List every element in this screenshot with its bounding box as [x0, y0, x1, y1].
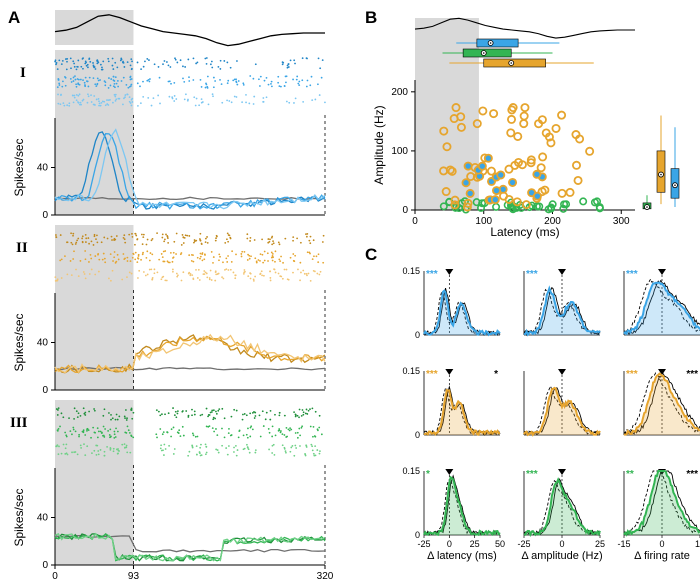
- svg-text:***: ***: [426, 269, 438, 280]
- svg-text:0: 0: [412, 216, 418, 227]
- svg-text:40: 40: [37, 338, 49, 349]
- svg-text:0: 0: [659, 539, 664, 549]
- svg-text:0: 0: [52, 571, 58, 581]
- svg-text:Spikes/sec: Spikes/sec: [12, 138, 26, 196]
- svg-text:Δ firing rate: Δ firing rate: [634, 550, 690, 562]
- svg-text:Δ latency (ms): Δ latency (ms): [427, 550, 497, 562]
- svg-text:Spikes/sec: Spikes/sec: [12, 313, 26, 371]
- svg-text:320: 320: [317, 571, 334, 581]
- svg-text:15: 15: [695, 539, 700, 549]
- svg-text:40: 40: [37, 163, 49, 174]
- svg-text:50: 50: [495, 539, 505, 549]
- svg-text:93: 93: [128, 571, 140, 581]
- svg-text:0: 0: [42, 385, 48, 396]
- svg-text:200: 200: [391, 87, 408, 98]
- svg-text:0.15: 0.15: [402, 466, 420, 476]
- svg-text:***: ***: [526, 269, 538, 280]
- figure-svg: 0 40 Spikes/sec 0 40 Spikes/sec 0 40 Spikes/sec 0…: [0, 0, 700, 581]
- svg-text:***: ***: [426, 369, 438, 380]
- svg-text:-25: -25: [417, 539, 430, 549]
- svg-text:Amplitude (Hz): Amplitude (Hz): [372, 105, 386, 184]
- svg-text:***: ***: [686, 369, 698, 380]
- svg-text:Δ amplitude (Hz): Δ amplitude (Hz): [521, 550, 602, 562]
- svg-text:*: *: [494, 369, 498, 380]
- svg-text:0: 0: [402, 205, 408, 216]
- svg-text:***: ***: [686, 469, 698, 480]
- svg-text:25: 25: [595, 539, 605, 549]
- svg-text:0: 0: [42, 210, 48, 221]
- svg-text:0: 0: [415, 330, 420, 340]
- svg-text:*: *: [426, 469, 430, 480]
- svg-text:**: **: [626, 469, 634, 480]
- svg-text:0.15: 0.15: [402, 266, 420, 276]
- svg-text:0.15: 0.15: [402, 366, 420, 376]
- svg-text:40: 40: [37, 513, 49, 524]
- svg-text:Latency (ms): Latency (ms): [490, 225, 559, 239]
- svg-text:-15: -15: [617, 539, 630, 549]
- svg-text:300: 300: [613, 216, 630, 227]
- svg-text:-25: -25: [517, 539, 530, 549]
- svg-text:25: 25: [470, 539, 480, 549]
- svg-text:0: 0: [559, 539, 564, 549]
- svg-text:100: 100: [391, 146, 408, 157]
- svg-text:***: ***: [526, 469, 538, 480]
- svg-text:***: ***: [626, 369, 638, 380]
- svg-text:Spikes/sec: Spikes/sec: [12, 488, 26, 546]
- svg-text:0: 0: [42, 560, 48, 571]
- svg-text:0: 0: [447, 539, 452, 549]
- svg-text:***: ***: [626, 269, 638, 280]
- svg-text:0: 0: [415, 430, 420, 440]
